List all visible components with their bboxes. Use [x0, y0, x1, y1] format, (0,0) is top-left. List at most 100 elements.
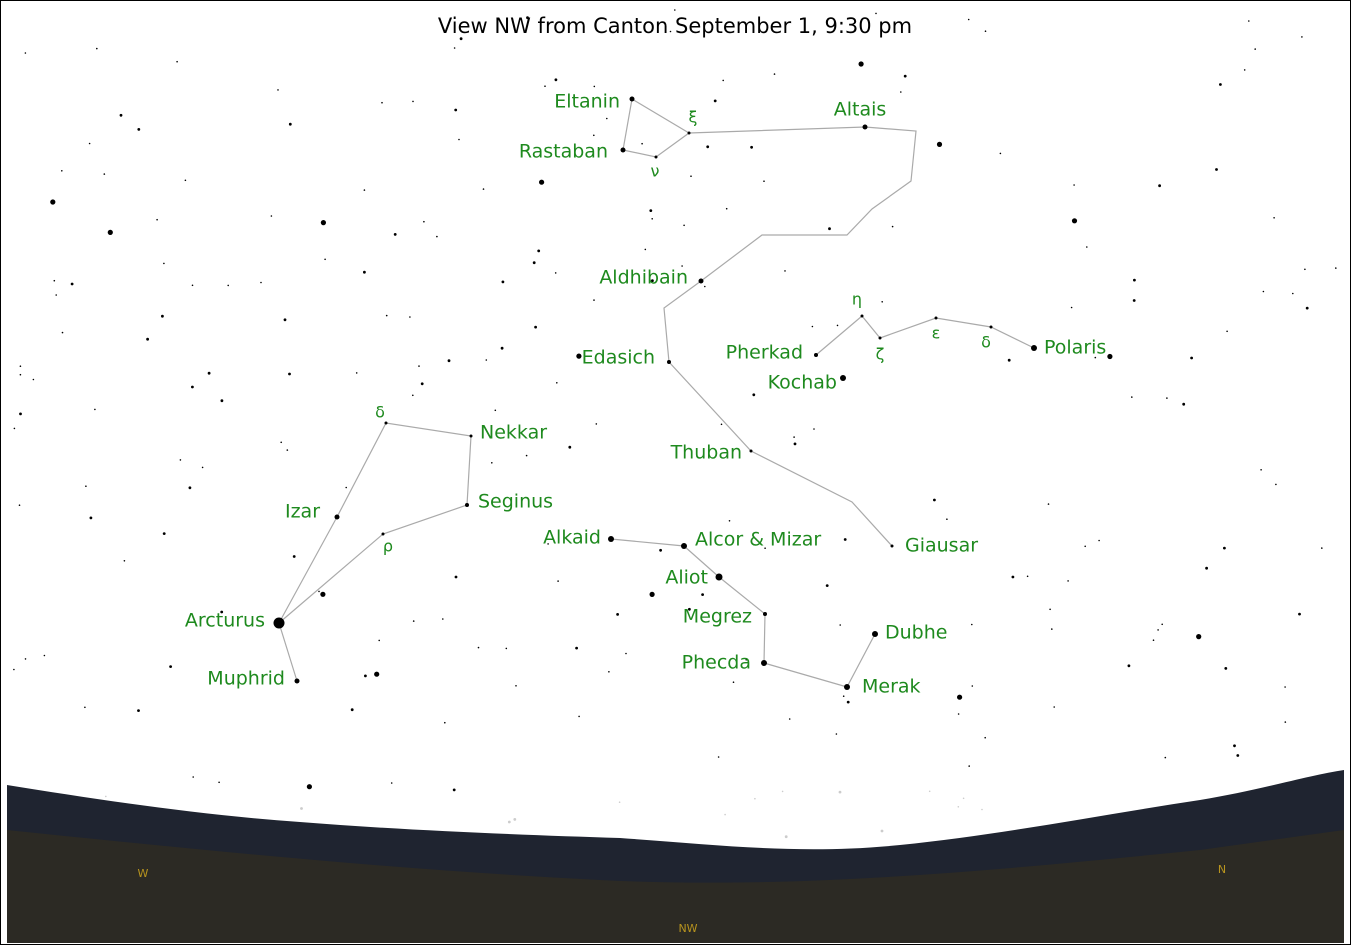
star	[385, 422, 388, 425]
background-star	[513, 818, 516, 821]
star	[750, 450, 753, 453]
star-label: Kochab	[768, 372, 837, 394]
background-star	[501, 347, 504, 350]
star	[879, 337, 882, 340]
background-star	[289, 123, 292, 126]
background-star	[260, 282, 262, 284]
background-star	[288, 373, 291, 376]
background-star	[774, 73, 776, 75]
background-star	[409, 316, 411, 318]
star	[621, 148, 626, 153]
background-star	[324, 259, 326, 261]
greek-label: ρ	[383, 537, 393, 556]
star	[891, 545, 894, 548]
star-label: Izar	[285, 501, 320, 523]
star	[470, 435, 473, 438]
star-label: Nekkar	[480, 422, 547, 444]
background-star	[726, 208, 728, 210]
background-star	[381, 102, 383, 104]
background-star	[539, 180, 544, 185]
background-star	[1053, 706, 1055, 708]
background-star	[568, 446, 571, 449]
star-label: Eltanin	[554, 91, 620, 113]
background-star	[94, 409, 96, 411]
star	[655, 156, 658, 159]
background-star	[391, 782, 393, 784]
background-star	[280, 442, 282, 444]
background-star	[1073, 184, 1075, 186]
background-star	[20, 365, 22, 367]
background-star	[596, 423, 598, 425]
background-star	[1254, 48, 1256, 50]
background-star	[44, 655, 46, 657]
background-star	[839, 791, 842, 794]
background-star	[826, 584, 829, 587]
background-star	[839, 624, 841, 626]
star	[630, 97, 635, 102]
background-star	[192, 285, 194, 287]
background-star	[881, 830, 884, 833]
background-star	[120, 114, 123, 117]
star-label: Arcturus	[185, 610, 265, 632]
background-star	[785, 835, 788, 838]
background-star	[287, 449, 289, 451]
star-label: Phecda	[682, 652, 751, 674]
background-star	[557, 580, 559, 582]
background-star	[1012, 576, 1015, 579]
star	[667, 360, 671, 364]
background-star	[729, 520, 731, 522]
background-star	[163, 532, 166, 535]
background-star	[515, 685, 517, 687]
star-label: Rastaban	[519, 141, 608, 163]
background-star	[537, 250, 540, 253]
background-star	[495, 410, 497, 412]
background-star	[448, 359, 451, 362]
background-star	[1084, 546, 1086, 548]
compass-direction: N	[1218, 863, 1226, 876]
background-star	[718, 756, 720, 758]
background-star	[690, 175, 692, 177]
background-star	[578, 716, 580, 718]
background-star	[526, 455, 528, 457]
star-label: Giausar	[905, 535, 978, 557]
background-star	[1086, 246, 1088, 248]
background-star	[1107, 354, 1112, 359]
background-star	[1215, 168, 1218, 171]
star	[814, 353, 818, 357]
background-star	[958, 713, 960, 715]
background-star	[271, 215, 273, 217]
star-label: Muphrid	[207, 668, 285, 690]
background-star	[321, 220, 326, 225]
background-star	[1219, 83, 1222, 86]
background-star	[1098, 540, 1100, 542]
star	[861, 315, 864, 318]
background-star	[394, 233, 397, 236]
background-star	[812, 326, 814, 328]
background-star	[455, 576, 458, 579]
background-star	[1128, 664, 1131, 667]
compass-direction: W	[138, 867, 149, 880]
background-star	[714, 100, 717, 103]
star	[863, 125, 868, 130]
star-label: Dubhe	[885, 622, 947, 644]
background-star	[704, 286, 706, 288]
background-star	[794, 443, 797, 446]
star	[681, 543, 687, 549]
background-star	[137, 709, 140, 712]
background-star	[318, 591, 320, 593]
background-star	[968, 765, 970, 767]
background-star	[683, 225, 685, 227]
greek-label: δ	[981, 333, 991, 352]
background-star	[25, 52, 27, 54]
background-star	[506, 648, 508, 650]
background-star	[555, 272, 557, 274]
background-star	[55, 294, 57, 296]
star-label: Seginus	[478, 491, 553, 513]
background-star	[453, 789, 456, 792]
background-star	[972, 685, 974, 687]
background-star	[958, 806, 960, 808]
background-star	[156, 219, 158, 221]
background-star	[789, 718, 791, 720]
background-star	[968, 19, 970, 21]
background-star	[900, 91, 902, 93]
